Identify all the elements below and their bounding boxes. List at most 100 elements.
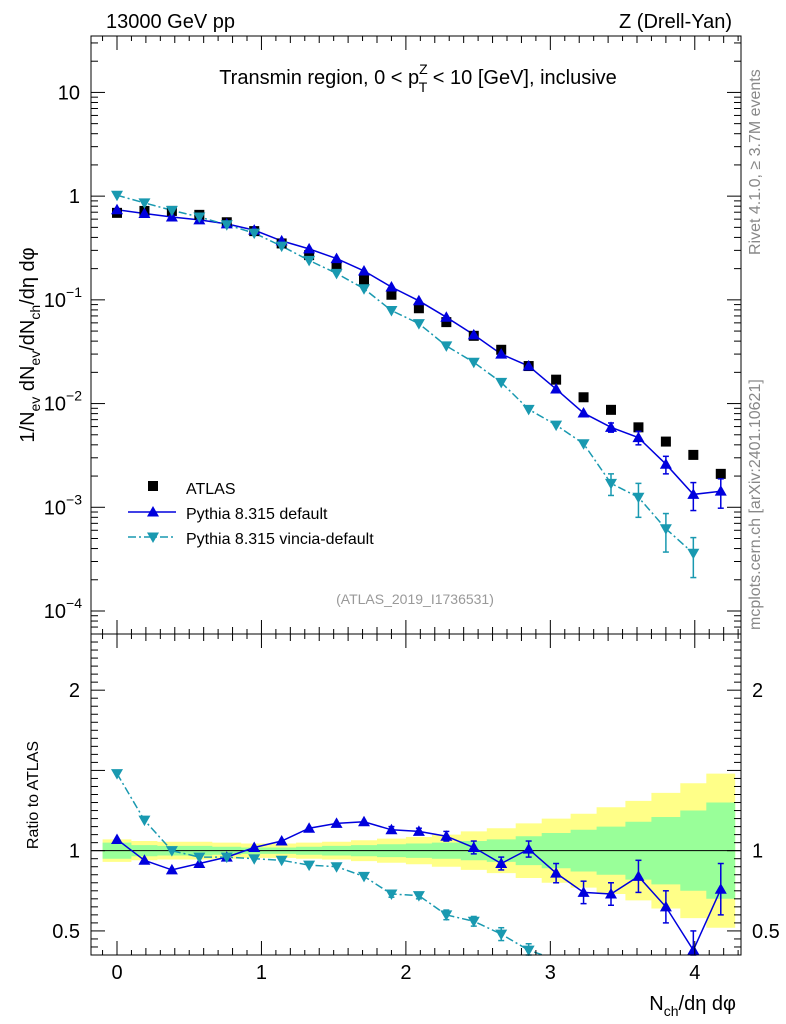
- ratio-vincia-point: [303, 860, 316, 872]
- main-atlas-point: [386, 289, 397, 300]
- main-vincia-line: [116, 194, 694, 554]
- ratio-vincia-point: [138, 815, 151, 827]
- legend-vincia-marker: [147, 532, 159, 543]
- main-y-tick-label: 10−4: [44, 595, 82, 623]
- main-vincia-point: [632, 492, 645, 504]
- main-atlas-point: [551, 374, 562, 385]
- ratio-default-point: [111, 833, 123, 844]
- analysis-watermark: (ATLAS_2019_I1736531): [336, 591, 494, 607]
- ratio-default-point: [687, 944, 700, 955]
- main-atlas-point: [304, 250, 315, 261]
- ratio-vincia-point: [248, 854, 261, 865]
- main-y-tick-label: 10−1: [44, 284, 82, 312]
- main-vincia-point: [522, 404, 535, 416]
- main-vincia-point: [605, 478, 617, 490]
- main-vincia-point: [385, 305, 398, 317]
- ratio-default-point: [330, 817, 343, 828]
- ratio-vincia-point: [385, 889, 398, 901]
- ratio-default-point: [275, 835, 288, 846]
- main-plot-background: [91, 36, 741, 634]
- main-plot-area: [91, 36, 741, 634]
- main-y-tick-exponent: −2: [66, 388, 82, 404]
- main-vincia-point: [303, 255, 316, 267]
- main-vincia-point: [275, 241, 288, 253]
- ratio-y-tick-label-right: 2: [752, 680, 763, 702]
- legend-vincia-label: Pythia 8.315 vincia-default: [186, 531, 374, 548]
- main-atlas-point: [688, 449, 699, 460]
- ratio-default-point: [714, 883, 727, 894]
- ratio-y-tick-label-right: 0.5: [752, 921, 780, 943]
- legend-atlas-marker: [148, 481, 158, 491]
- main-vincia-point: [165, 205, 178, 217]
- ratio-vincia-point: [440, 910, 453, 921]
- ratio-axis-title: Ratio to ATLAS: [25, 741, 42, 849]
- main-default-point: [522, 360, 535, 371]
- rivet-version-label: Rivet 4.1.0, ≥ 3.7M events: [747, 69, 764, 255]
- main-y-tick-label: 10−3: [44, 491, 82, 519]
- main-atlas-point: [441, 317, 452, 328]
- ratio-default-point: [358, 815, 370, 827]
- ratio-y-tick-label: 1: [69, 841, 80, 863]
- ratio-default-point: [577, 886, 590, 897]
- ratio-vincia-point: [330, 862, 343, 873]
- ratio-default-point: [303, 822, 316, 833]
- main-atlas-point: [359, 275, 369, 286]
- ratio-y-tick-label: 0.5: [52, 921, 80, 943]
- ratio-default-point: [659, 900, 672, 912]
- ratio-default-point: [467, 841, 480, 852]
- main-default-point: [687, 488, 700, 499]
- legend-default-marker: [147, 506, 159, 517]
- main-atlas-point: [633, 422, 644, 433]
- main-default-point: [467, 328, 480, 340]
- main-vincia-point: [193, 212, 206, 223]
- ratio-default-point: [522, 843, 535, 854]
- main-default-point: [138, 207, 151, 219]
- main-vincia-point: [687, 548, 700, 560]
- ratio-vincia-point: [358, 871, 370, 883]
- main-vincia-point: [467, 357, 480, 369]
- legend-default-label: Pythia 8.315 default: [186, 506, 328, 523]
- main-vincia-point: [495, 377, 508, 389]
- ratio-default-point: [248, 841, 261, 852]
- main-vincia-point: [358, 284, 370, 295]
- ratio-vincia-point: [193, 852, 206, 864]
- main-default-point: [111, 203, 123, 215]
- ratio-series-markers: [111, 769, 727, 957]
- ratio-vincia-point: [165, 846, 178, 857]
- y-axis-title: 1/Nev dNev/dNch/dη dφ: [17, 247, 43, 442]
- ratio-vincia-point: [467, 916, 480, 928]
- ratio-default-point: [495, 857, 508, 869]
- main-y-tick-label: 10: [58, 82, 80, 104]
- header-process-label: Z (Drell-Yan): [619, 11, 732, 33]
- mcplots-label: mcplots.cern.ch [arXiv:2401.10621]: [747, 379, 764, 630]
- main-vincia-point: [248, 228, 261, 240]
- main-atlas-point: [578, 392, 589, 403]
- ratio-vincia-point: [111, 769, 123, 780]
- ratio-vincia-point: [412, 891, 425, 902]
- main-default-point: [412, 294, 425, 306]
- ratio-uncertainty-bands: [91, 634, 741, 955]
- ratio-default-point: [385, 823, 398, 835]
- main-default-point: [358, 264, 370, 276]
- ratio-default-point: [138, 854, 151, 865]
- ratio-default-point: [632, 870, 645, 881]
- main-atlas-point: [715, 468, 726, 479]
- ratio-default-point: [605, 888, 617, 899]
- main-y-tick-exponent: −4: [66, 595, 82, 611]
- main-vincia-point: [330, 268, 343, 280]
- ratio-vincia-point: [220, 852, 233, 864]
- main-default-point: [714, 485, 727, 496]
- main-default-point: [330, 252, 343, 264]
- plot-title: Transmin region, 0 < pZ T < 10 [GeV], inc…: [219, 61, 617, 95]
- main-atlas-point: [660, 436, 671, 447]
- main-default-point: [659, 458, 672, 469]
- main-default-point: [577, 407, 590, 418]
- main-default-point: [495, 348, 508, 359]
- x-tick-label: 2: [400, 962, 411, 984]
- main-default-point: [632, 431, 645, 443]
- main-y-tick-label: 1: [69, 186, 80, 208]
- main-atlas-point: [413, 303, 424, 314]
- main-series-markers: [111, 190, 727, 579]
- main-default-point: [385, 281, 398, 292]
